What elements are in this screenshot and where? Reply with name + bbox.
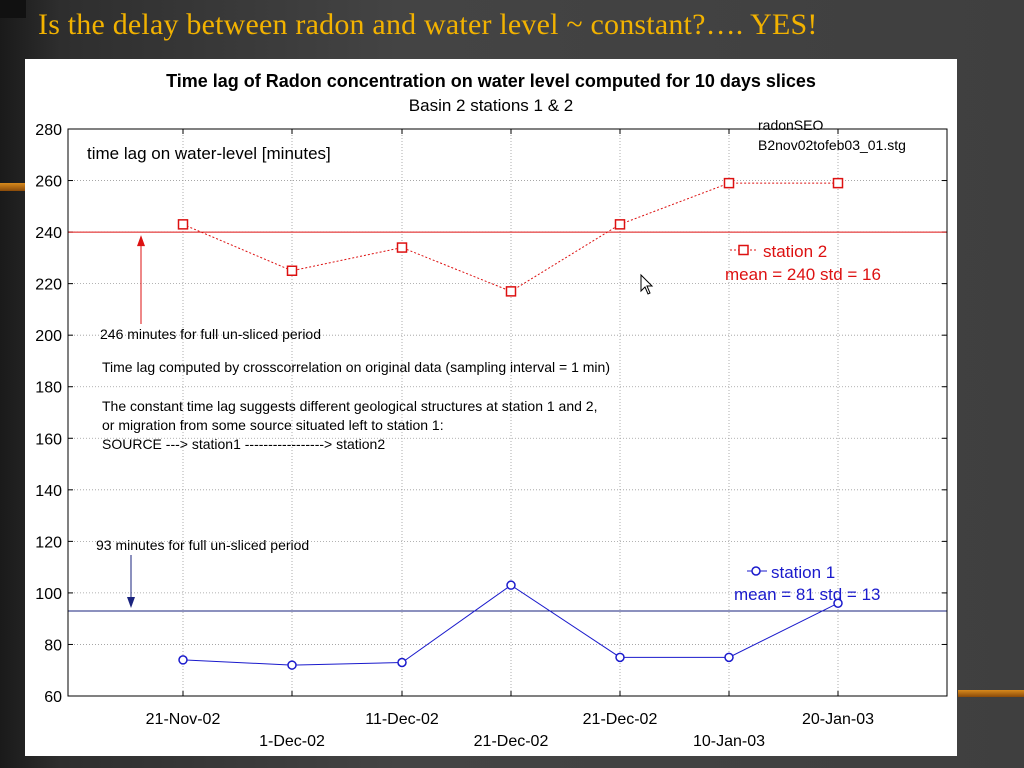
chart-title: Time lag of Radon concentration on water…	[166, 71, 816, 91]
mouse-cursor-icon	[640, 273, 654, 295]
y-tick-label: 220	[35, 277, 62, 294]
series-layer	[177, 177, 844, 670]
legend-station2-name: station 2	[763, 242, 827, 261]
chart-panel: 60 80 100 120 140 160 180 200 220 240 260 280 21-Nov…	[25, 59, 957, 756]
x-tick-label: 1-Dec-02	[259, 733, 325, 750]
data-point	[177, 219, 189, 230]
data-point	[614, 219, 626, 230]
decorative-stripe-left	[0, 183, 26, 191]
data-point	[832, 177, 844, 189]
file-label-line1: radonSEO	[758, 117, 823, 133]
data-point	[506, 580, 516, 590]
decorative-stripe-right	[958, 690, 1024, 697]
y-tick-label: 280	[35, 122, 62, 139]
data-point	[397, 657, 407, 668]
annotation-method: Time lag computed by crosscorrelation on…	[102, 359, 610, 375]
y-tick-label: 180	[35, 380, 62, 397]
annotation-station1-full-period: 93 minutes for full un-sliced period	[96, 537, 309, 553]
y-tick-label: 260	[35, 174, 62, 191]
annotation-conclusion-line1: The constant time lag suggests different…	[102, 398, 597, 414]
x-tick-label: 21-Dec-02	[583, 711, 658, 728]
arrow-up-icon	[137, 235, 145, 247]
x-tick-label: 21-Dec-02	[474, 733, 549, 750]
y-tick-label: 100	[35, 586, 62, 603]
annotation-conclusion-line2: or migration from some source situated l…	[102, 417, 444, 433]
y-tick-label: 140	[35, 483, 62, 500]
data-point	[615, 652, 625, 663]
data-point	[724, 652, 734, 663]
file-label-line2: B2nov02tofeb03_01.stg	[758, 137, 906, 153]
data-point	[505, 286, 517, 297]
y-tick-label: 240	[35, 225, 62, 242]
x-tick-label: 11-Dec-02	[365, 711, 439, 728]
legend-station2-stats: mean = 240 std = 16	[725, 265, 881, 284]
data-point	[178, 655, 188, 665]
legend-station2-marker	[738, 244, 749, 256]
y-tick-label: 80	[44, 637, 62, 654]
x-tick-label: 20-Jan-03	[802, 711, 874, 728]
annotation-conclusion-line3: SOURCE ---> station1 -----------------> …	[102, 436, 385, 452]
data-point	[286, 265, 298, 276]
chart-svg: 60 80 100 120 140 160 180 200 220 240 260 280 21-Nov…	[35, 71, 948, 750]
legend-station1-name: station 1	[771, 563, 835, 582]
y-tick-label: 60	[44, 689, 62, 706]
data-point	[723, 177, 735, 189]
slide-title: Is the delay between radon and water lev…	[38, 8, 818, 41]
data-point	[833, 598, 843, 608]
annotation-station2-full-period: 246 minutes for full un-sliced period	[100, 326, 321, 342]
plot-frame	[67, 128, 948, 697]
data-point	[287, 660, 297, 670]
x-tick-label: 21-Nov-02	[146, 711, 221, 728]
legend-station2: station 2 mean = 240 std = 16	[725, 242, 881, 284]
data-point	[396, 242, 408, 253]
legend-station1: station 1 mean = 81 std = 13	[734, 563, 881, 604]
y-axis-label: time lag on water-level [minutes]	[87, 144, 331, 163]
corner-decoration	[0, 0, 26, 18]
y-tick-label: 120	[35, 534, 62, 551]
y-tick-label: 160	[35, 431, 62, 448]
chart-subtitle: Basin 2 stations 1 & 2	[409, 96, 573, 115]
legend-station1-stats: mean = 81 std = 13	[734, 585, 881, 604]
reference-lines	[68, 231, 947, 612]
legend-station1-marker	[751, 566, 761, 576]
x-tick-label: 10-Jan-03	[693, 733, 765, 750]
arrow-down-icon	[127, 596, 135, 608]
y-tick-label: 200	[35, 328, 62, 345]
